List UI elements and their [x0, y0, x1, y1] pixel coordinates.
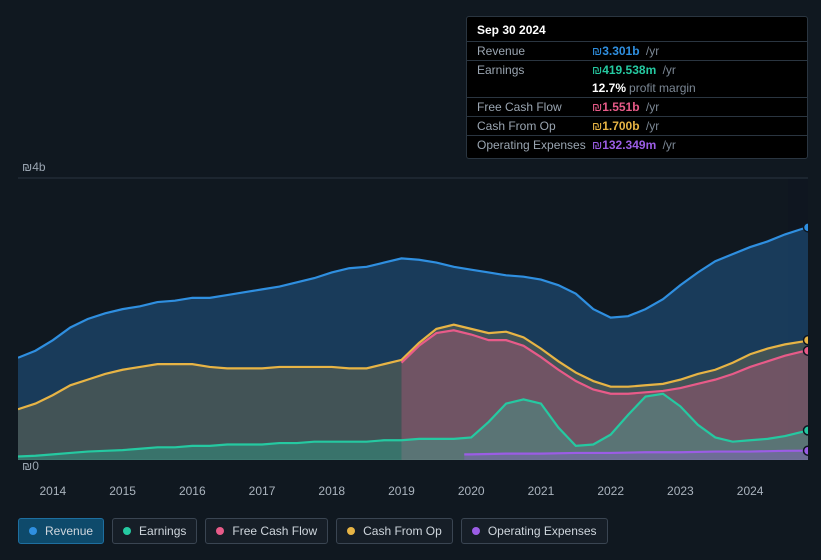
legend-item-cash-from-op[interactable]: Cash From Op	[336, 518, 453, 544]
tooltip-label: Earnings	[477, 63, 592, 77]
tooltip-label: Operating Expenses	[477, 138, 592, 152]
tooltip-value: ₪1.551b /yr	[592, 100, 659, 114]
tooltip-label: Cash From Op	[477, 119, 592, 133]
x-axis-label: 2023	[667, 484, 694, 498]
legend-label: Operating Expenses	[488, 524, 597, 538]
tooltip-row: Earnings₪419.538m /yr	[467, 60, 807, 79]
x-axis-label: 2016	[179, 484, 206, 498]
x-axis-label: 2014	[40, 484, 67, 498]
tooltip-value: ₪419.538m /yr	[592, 63, 676, 77]
tooltip-value: ₪3.301b /yr	[592, 44, 659, 58]
legend-label: Free Cash Flow	[232, 524, 317, 538]
legend-label: Earnings	[139, 524, 186, 538]
tooltip-subrow: 12.7% profit margin	[467, 79, 807, 97]
tooltip-label: Free Cash Flow	[477, 100, 592, 114]
chart-area	[18, 160, 808, 460]
chart-tooltip: Sep 30 2024 Revenue₪3.301b /yrEarnings₪4…	[466, 16, 808, 159]
legend-item-free-cash-flow[interactable]: Free Cash Flow	[205, 518, 328, 544]
y-axis-label-bottom: ₪0	[22, 459, 39, 473]
tooltip-row: Revenue₪3.301b /yr	[467, 41, 807, 60]
marker-Free Cash Flow	[804, 346, 809, 355]
x-axis-label: 2019	[388, 484, 415, 498]
legend-dot-icon	[472, 527, 480, 535]
legend-dot-icon	[216, 527, 224, 535]
tooltip-date: Sep 30 2024	[467, 21, 807, 41]
tooltip-label: Revenue	[477, 44, 592, 58]
legend-label: Revenue	[45, 524, 93, 538]
tooltip-row: Operating Expenses₪132.349m /yr	[467, 135, 807, 154]
marker-Revenue	[804, 223, 809, 232]
legend-item-earnings[interactable]: Earnings	[112, 518, 197, 544]
tooltip-value: ₪1.700b /yr	[592, 119, 659, 133]
legend-dot-icon	[29, 527, 37, 535]
legend-dot-icon	[123, 527, 131, 535]
x-axis-labels: 2014 2015 2016 2017 2018 2019 2020 2021 2022 2023…	[18, 484, 808, 500]
x-axis-label: 2017	[249, 484, 276, 498]
x-axis-label: 2020	[458, 484, 485, 498]
x-axis-label: 2024	[737, 484, 764, 498]
legend-item-operating-expenses[interactable]: Operating Expenses	[461, 518, 608, 544]
tooltip-value: ₪132.349m /yr	[592, 138, 676, 152]
area-chart[interactable]	[18, 160, 808, 460]
legend-label: Cash From Op	[363, 524, 442, 538]
marker-Operating Expenses	[804, 446, 809, 455]
tooltip-row: Free Cash Flow₪1.551b /yr	[467, 97, 807, 116]
marker-Cash From Op	[804, 336, 809, 345]
x-axis-label: 2021	[528, 484, 555, 498]
chart-legend: Revenue Earnings Free Cash Flow Cash From O…	[18, 518, 608, 544]
x-axis-label: 2022	[597, 484, 624, 498]
marker-Earnings	[804, 426, 809, 435]
legend-item-revenue[interactable]: Revenue	[18, 518, 104, 544]
legend-dot-icon	[347, 527, 355, 535]
x-axis-label: 2015	[109, 484, 136, 498]
x-axis-label: 2018	[318, 484, 345, 498]
tooltip-row: Cash From Op₪1.700b /yr	[467, 116, 807, 135]
